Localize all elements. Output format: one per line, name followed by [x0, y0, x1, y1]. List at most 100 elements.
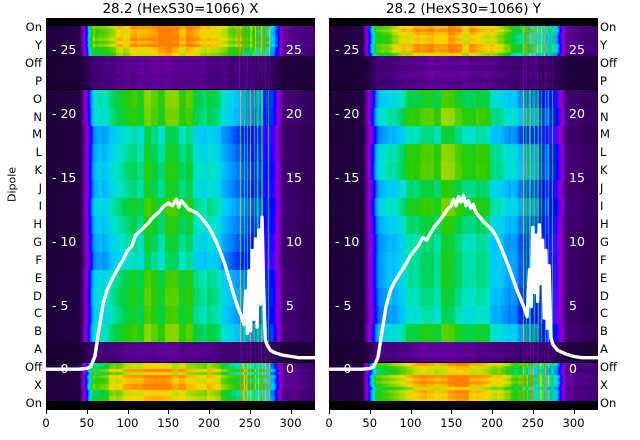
category-tick-right-on: On: [600, 20, 617, 34]
xtick-panel-y-mark-100: [410, 410, 412, 414]
category-tick-right-on: On: [600, 396, 617, 410]
category-tick-right-off: Off: [600, 55, 617, 70]
category-tick-left-l: L: [35, 145, 42, 160]
xtick-panel-y-mark-0: [329, 410, 330, 414]
xtick-panel-y-mark-300: [573, 410, 575, 414]
category-tick-left-n: N: [33, 109, 42, 124]
xtick-panel-x-label-250: 250: [238, 416, 261, 430]
category-tick-right-i: I: [600, 199, 604, 214]
category-tick-right-c: C: [600, 306, 609, 321]
heat-band-bottom-bright-band: [329, 363, 598, 401]
category-tick-left-i: I: [38, 199, 42, 214]
heat-band-gap-dark-2: [46, 342, 315, 362]
category-tick-right-d: D: [600, 288, 609, 303]
xtick-panel-y-label-0: 0: [325, 416, 333, 430]
heat-band-pixels: [329, 90, 598, 343]
heat-band-pixels: [46, 90, 315, 343]
xtick-panel-x-label-0: 0: [42, 416, 50, 430]
xtick-panel-y-label-150: 150: [440, 416, 463, 430]
xtick-panel-y-label-50: 50: [362, 416, 378, 430]
x-axis-panel-x: 0 50 100 150 200 250 300: [42, 410, 315, 440]
heat-band-pixels: [329, 363, 598, 401]
category-tick-left-h: H: [33, 216, 42, 231]
category-tick-right-k: K: [600, 163, 608, 178]
heat-band-main-body: [329, 90, 598, 343]
category-tick-right-m: M: [600, 127, 610, 142]
xtick-panel-x-mark-50: [86, 410, 88, 414]
heat-band-pixels: [46, 56, 315, 89]
xtick-panel-x-label-300: 300: [279, 416, 302, 430]
heat-band-pixels: [329, 56, 598, 89]
heatmap-panel-y[interactable]: [329, 18, 598, 410]
category-tick-right-off: Off: [600, 360, 617, 375]
heatmap-panel-x[interactable]: [46, 18, 315, 410]
category-tick-right-y: Y: [600, 37, 608, 52]
xtick-panel-y-mark-50: [369, 410, 371, 414]
xtick-panel-x-label-100: 100: [116, 416, 139, 430]
category-tick-right-l: L: [600, 145, 607, 160]
category-tick-left-p: P: [35, 73, 42, 88]
category-tick-right-f: F: [600, 252, 607, 267]
category-tick-right-b: B: [600, 324, 608, 339]
category-tick-left-x: X: [34, 378, 42, 393]
category-tick-left-m: M: [32, 127, 42, 142]
category-tick-left-on: On: [25, 20, 42, 34]
category-tick-right-a: A: [600, 342, 608, 357]
panel-title-x: 28.2 (HexS30=1066) X: [102, 1, 259, 17]
category-tick-right-g: G: [600, 234, 609, 249]
category-tick-left-e: E: [34, 270, 42, 285]
heat-band-pixels: [46, 26, 315, 57]
category-tick-right-o: O: [600, 91, 610, 106]
category-tick-left-a: A: [34, 342, 42, 357]
heat-band-main-body: [46, 90, 315, 343]
xtick-panel-y-label-250: 250: [521, 416, 544, 430]
category-tick-right-p: P: [600, 73, 607, 88]
heat-band-pixels: [329, 342, 598, 362]
xtick-panel-y-mark-250: [532, 410, 534, 414]
xtick-panel-x-mark-0: [46, 410, 47, 414]
category-tick-right-h: H: [600, 216, 609, 231]
category-tick-left-g: G: [33, 234, 42, 249]
category-tick-left-c: C: [33, 306, 42, 321]
heat-band-gap-dark-1: [329, 56, 598, 89]
category-tick-left-f: F: [35, 252, 42, 267]
xtick-panel-x-mark-250: [249, 410, 251, 414]
category-tick-left-k: K: [34, 163, 42, 178]
category-tick-right-e: E: [600, 270, 608, 285]
xtick-panel-x-label-200: 200: [198, 416, 220, 430]
category-axis-left: On Y Off P O N M L K J I H G F E D C B A Off X On: [8, 18, 42, 410]
heat-band-top-bright-band: [46, 26, 315, 57]
x-axis-panel-y: 0 50 100 150 200 250 300: [325, 410, 598, 440]
category-tick-left-off: Off: [25, 55, 42, 70]
xtick-panel-x-mark-300: [290, 410, 292, 414]
category-axis-right: On Y Off P O N M L K J I H G F E D C B A Off X On: [600, 18, 634, 410]
category-tick-left-on: On: [25, 396, 42, 410]
xtick-panel-x-mark-150: [168, 410, 170, 414]
category-tick-left-off: Off: [25, 360, 42, 375]
xtick-panel-x-mark-100: [127, 410, 129, 414]
xtick-panel-y-mark-150: [451, 410, 453, 414]
xtick-panel-y-mark-200: [492, 410, 494, 414]
panel-title-y: 28.2 (HexS30=1066) Y: [385, 1, 542, 17]
heat-band-bottom-bright-band: [46, 363, 315, 401]
xtick-panel-x-label-150: 150: [157, 416, 180, 430]
category-tick-left-b: B: [34, 324, 42, 339]
heat-band-top-bright-band: [329, 26, 598, 57]
xtick-panel-x-mark-200: [209, 410, 211, 414]
category-tick-right-j: J: [600, 181, 604, 196]
xtick-panel-y-label-100: 100: [399, 416, 422, 430]
category-tick-right-x: X: [600, 378, 608, 393]
xtick-panel-y-label-300: 300: [562, 416, 585, 430]
xtick-panel-y-label-200: 200: [481, 416, 503, 430]
heat-band-gap-dark-1: [46, 56, 315, 89]
category-tick-left-j: J: [38, 181, 42, 196]
heat-band-pixels: [46, 342, 315, 362]
category-tick-left-o: O: [32, 91, 42, 106]
xtick-panel-x-label-50: 50: [79, 416, 95, 430]
category-tick-left-y: Y: [34, 37, 42, 52]
heat-band-pixels: [329, 26, 598, 57]
heat-band-gap-dark-2: [329, 342, 598, 362]
heat-band-pixels: [46, 363, 315, 401]
category-tick-right-n: N: [600, 109, 609, 124]
